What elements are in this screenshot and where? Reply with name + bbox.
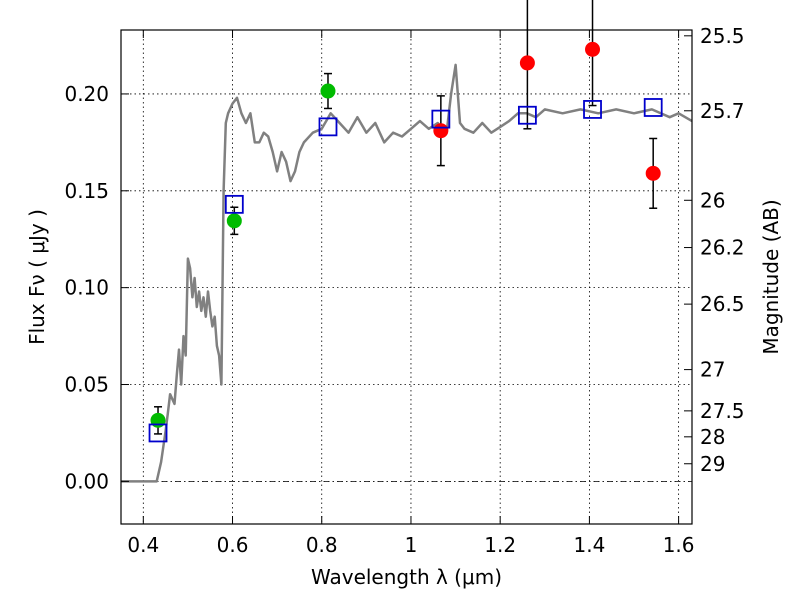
x-tick-label: 1.6 <box>663 533 695 557</box>
y-tick-label: 0.00 <box>64 469 109 493</box>
red-data-point <box>519 55 535 71</box>
x-tick-label: 0.4 <box>127 533 159 557</box>
green-data-point <box>226 213 242 229</box>
x-tick-label: 1 <box>405 533 418 557</box>
mag-tick-label: 26.5 <box>700 292 745 316</box>
x-tick-label: 1.2 <box>484 533 516 557</box>
model-photometry-square <box>583 100 602 119</box>
x-tick-label: 0.8 <box>306 533 338 557</box>
y-tick-label: 0.10 <box>64 276 109 300</box>
y-tick-label: 0.05 <box>64 373 109 397</box>
model-photometry-square <box>224 194 244 214</box>
model-photometry-square <box>318 117 338 137</box>
red-data-point <box>433 123 449 139</box>
red-data-point <box>585 41 601 57</box>
mag-tick-label: 28 <box>700 425 725 449</box>
mag-tick-label: 26.2 <box>700 236 745 260</box>
x-tick-label: 1.4 <box>573 533 605 557</box>
y-tick-label: 0.20 <box>64 82 109 106</box>
y-axis-label: Flux Fν ( μJy ) <box>25 209 49 345</box>
green-data-point <box>320 83 336 99</box>
model-sed-curve <box>121 63 693 483</box>
y-tick-label: 0.15 <box>64 179 109 203</box>
mag-tick-label: 26 <box>700 188 725 212</box>
mag-tick-label: 25.7 <box>700 99 745 123</box>
mag-tick-label: 29 <box>700 452 725 476</box>
mag-tick-label: 27.5 <box>700 399 745 423</box>
mag-tick-label: 25.5 <box>700 24 745 48</box>
grid <box>121 30 692 524</box>
model-photometry-square <box>643 98 663 117</box>
data-points <box>150 41 661 428</box>
model-photometry-squares <box>148 98 663 443</box>
model-photometry-square <box>148 423 168 443</box>
axis-ticks: 0.4 0.6 0.8 1 1.2 1.4 1.6 0.00 0.05 0.10 0.15 0.20 2… <box>64 24 744 557</box>
x-axis-label: Wavelength λ (μm) <box>311 565 502 589</box>
plot-frame <box>120 29 693 525</box>
y2-axis-label: Magnitude (AB) <box>759 199 783 354</box>
model-photometry-square <box>431 109 451 129</box>
green-data-point <box>150 412 166 428</box>
mag-tick-label: 27 <box>700 358 725 382</box>
x-tick-label: 0.6 <box>217 533 249 557</box>
red-data-point <box>645 165 661 181</box>
model-sed-line <box>121 63 693 483</box>
model-photometry-square <box>517 105 537 125</box>
